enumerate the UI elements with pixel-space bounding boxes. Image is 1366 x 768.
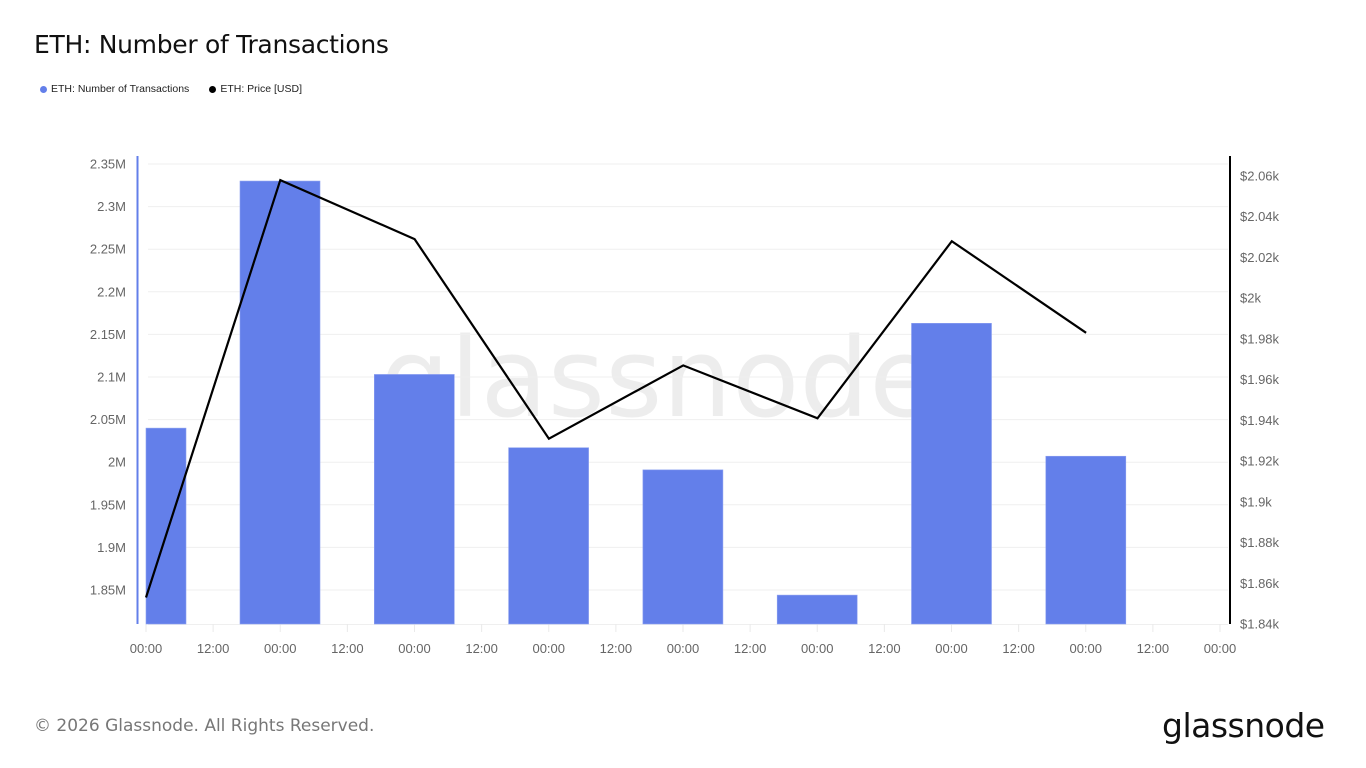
y-left-tick-label: 2.35M xyxy=(90,157,126,172)
x-tick-label: 00:00 xyxy=(264,641,297,656)
x-tick-label: 00:00 xyxy=(935,641,968,656)
x-tick-label: 00:00 xyxy=(667,641,700,656)
x-tick-label: 00:00 xyxy=(1069,641,1102,656)
y-left-tick-label: 2.2M xyxy=(97,284,126,299)
y-right-tick-label: $1.9k xyxy=(1240,494,1272,509)
x-tick-label: 12:00 xyxy=(465,641,498,656)
y-right-tick-label: $1.88k xyxy=(1240,535,1280,550)
legend: ETH: Number of Transactions ETH: Price [… xyxy=(40,83,302,95)
legend-dot-icon xyxy=(209,85,217,93)
x-tick-label: 12:00 xyxy=(331,641,364,656)
y-left-tick-label: 1.85M xyxy=(90,583,126,598)
y-right-tick-label: $2.04k xyxy=(1240,209,1280,224)
x-tick-label: 12:00 xyxy=(1137,641,1170,656)
y-right-tick-label: $2k xyxy=(1240,291,1261,306)
bar[interactable] xyxy=(373,374,455,625)
glassnode-logo: glassnode xyxy=(1162,706,1325,745)
x-tick-label: 12:00 xyxy=(734,641,767,656)
y-axis-right-labels: $1.84k $1.86k $1.88k $1.9k $1.92k $1.94k $1.96… xyxy=(1240,169,1280,632)
x-tick-label: 00:00 xyxy=(1204,641,1237,656)
bar[interactable] xyxy=(145,427,187,625)
x-tick-label: 00:00 xyxy=(398,641,431,656)
copyright-text: © 2026 Glassnode. All Rights Reserved. xyxy=(34,716,375,736)
y-right-tick-label: $1.98k xyxy=(1240,331,1280,346)
y-right-tick-label: $2.06k xyxy=(1240,169,1280,184)
bar[interactable] xyxy=(1045,455,1127,625)
y-left-tick-label: 1.95M xyxy=(90,497,126,512)
price-line[interactable] xyxy=(144,178,1087,598)
x-tick-label: 12:00 xyxy=(600,641,633,656)
legend-label: ETH: Price [USD] xyxy=(220,83,302,95)
bar-series xyxy=(145,180,1127,625)
legend-item-transactions[interactable]: ETH: Number of Transactions xyxy=(40,83,189,95)
y-right-tick-label: $1.94k xyxy=(1240,413,1280,428)
price-line-series xyxy=(144,178,1087,598)
legend-dot-icon xyxy=(40,85,47,93)
y-left-tick-label: 2.15M xyxy=(90,327,126,342)
y-right-tick-label: $2.02k xyxy=(1240,250,1280,265)
chart-title: ETH: Number of Transactions xyxy=(34,30,389,59)
y-axis-left-labels: 1.85M 1.9M 1.95M 2M 2.05M 2.1M 2.15M 2.2M 2.25M 2… xyxy=(90,157,126,598)
legend-label: ETH: Number of Transactions xyxy=(51,83,190,95)
x-tick-label: 00:00 xyxy=(532,641,565,656)
x-tick-label: 00:00 xyxy=(801,641,834,656)
x-tick-label: 12:00 xyxy=(868,641,901,656)
x-tick-label: 12:00 xyxy=(197,641,230,656)
x-tick-label: 12:00 xyxy=(1002,641,1035,656)
y-right-tick-label: $1.92k xyxy=(1240,454,1280,469)
axes xyxy=(136,156,1231,624)
y-right-tick-label: $1.86k xyxy=(1240,576,1280,591)
legend-item-price[interactable]: ETH: Price [USD] xyxy=(209,83,302,95)
x-axis-labels: 00:00 12:00 00:00 12:00 00:00 12:00 00:00 12:00… xyxy=(130,641,1237,656)
y-right-tick-label: $1.84k xyxy=(1240,617,1280,632)
y-right-tick-label: $1.96k xyxy=(1240,372,1280,387)
bar[interactable] xyxy=(642,469,724,625)
y-left-tick-label: 1.9M xyxy=(97,540,126,555)
y-left-tick-label: 2M xyxy=(108,455,126,470)
y-left-tick-label: 2.25M xyxy=(90,242,126,257)
x-tick-label: 00:00 xyxy=(130,641,163,656)
bar[interactable] xyxy=(239,180,321,625)
bar[interactable] xyxy=(911,323,992,625)
y-left-tick-label: 2.1M xyxy=(97,370,126,385)
y-left-tick-label: 2.05M xyxy=(90,412,126,427)
bar[interactable] xyxy=(508,447,589,625)
y-left-tick-label: 2.3M xyxy=(97,199,126,214)
bar[interactable] xyxy=(776,594,858,625)
